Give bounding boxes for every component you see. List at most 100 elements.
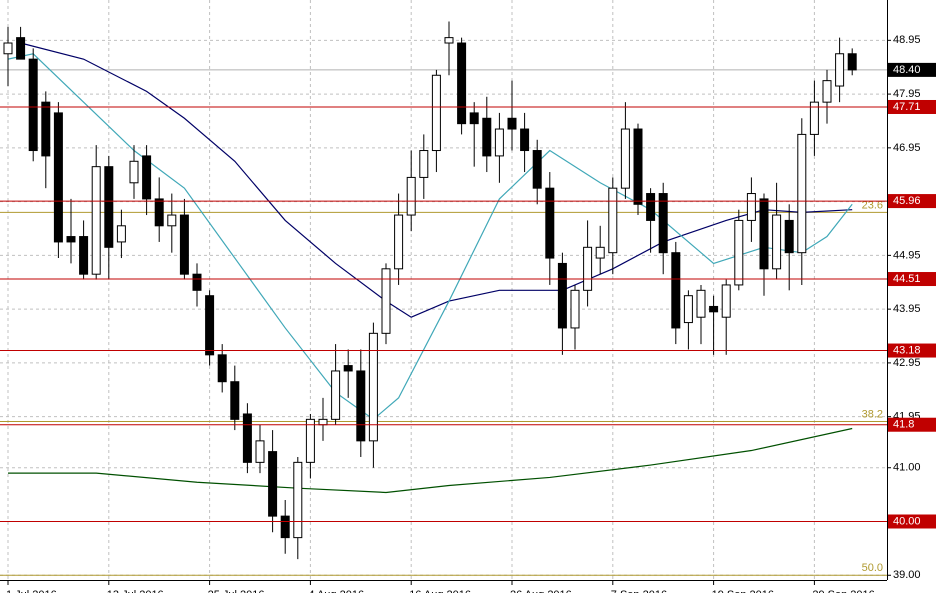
candle-body: [192, 273, 202, 291]
x-tick-label: 7 Sep 2016: [611, 589, 667, 593]
level-label: 41.8: [893, 419, 914, 431]
candle-body: [658, 193, 668, 254]
x-tick-label: 1 Jul 2016: [6, 589, 57, 593]
x-tick-label: 25 Jul 2016: [208, 589, 265, 593]
candle-body: [91, 166, 101, 275]
candle-body: [595, 246, 605, 259]
candle-body: [784, 219, 794, 254]
candle-body: [154, 198, 164, 227]
candle-body: [368, 332, 378, 442]
last-price-label: 48.40: [893, 64, 921, 76]
candle-body: [318, 418, 328, 426]
level-label: 43.18: [893, 344, 921, 356]
candle-body: [507, 117, 517, 130]
candle-body: [721, 284, 731, 318]
candle-body: [772, 214, 782, 270]
candle-body: [381, 268, 391, 334]
candle-body: [79, 236, 89, 275]
candle-body: [696, 289, 706, 318]
candle-body: [633, 128, 643, 205]
level-box: [888, 417, 936, 432]
fib-label: 23.6: [862, 199, 883, 211]
level-label: 40.00: [893, 515, 921, 527]
level-box: [888, 194, 936, 209]
candle-body: [457, 42, 467, 125]
candle-body: [444, 37, 454, 44]
candle-body: [217, 354, 227, 383]
fib-label: 38.2: [862, 408, 883, 420]
level-label: 45.96: [893, 195, 921, 207]
x-tick-label: 26 Aug 2016: [510, 589, 572, 593]
candle-body: [104, 166, 114, 248]
candle-body: [822, 80, 832, 103]
candle-body: [570, 289, 580, 329]
y-tick-label: 44.95: [893, 249, 921, 261]
y-tick-label: 39.00: [893, 569, 921, 581]
candle-body: [734, 219, 744, 286]
candle-body: [16, 37, 26, 60]
candle-body: [709, 305, 719, 313]
x-tick-label: 29 Sep 2016: [812, 589, 874, 593]
candle-body: [683, 295, 693, 324]
x-tick-label: 13 Jul 2016: [107, 589, 164, 593]
y-tick-label: 46.95: [893, 142, 921, 154]
candle-body: [331, 370, 341, 420]
candle-body: [356, 370, 366, 442]
candle-body: [671, 252, 681, 329]
candle-body: [532, 150, 542, 189]
candle-body: [205, 295, 215, 356]
x-tick-label: 16 Aug 2016: [409, 589, 471, 593]
candle-body: [809, 101, 819, 135]
candle-body: [583, 246, 593, 291]
level-box: [888, 272, 936, 287]
fib-label: 50.0: [862, 562, 883, 574]
candle-body: [305, 418, 315, 463]
y-tick-label: 42.95: [893, 357, 921, 369]
candle-body: [53, 112, 63, 243]
y-tick-label: 43.95: [893, 303, 921, 315]
level-label: 44.51: [893, 273, 921, 285]
candle-body: [394, 214, 404, 270]
candle-body: [179, 214, 189, 275]
y-tick-label: 47.95: [893, 88, 921, 100]
candle-body: [620, 128, 630, 189]
moving-average: [8, 427, 853, 494]
y-tick-label: 41.00: [893, 462, 921, 474]
candle-body: [280, 515, 290, 539]
last-price-box: [888, 62, 936, 77]
candle-body: [343, 365, 353, 372]
candle-body: [746, 193, 756, 221]
candle-body: [608, 187, 618, 254]
candle-body: [557, 262, 567, 329]
candle-body: [431, 74, 441, 152]
moving-average: [20, 42, 853, 318]
candle-body: [494, 128, 504, 157]
candle-body: [28, 58, 38, 152]
candle-body: [646, 193, 656, 221]
candle-body: [242, 413, 252, 463]
level-box: [888, 514, 936, 529]
candle-body: [230, 381, 240, 420]
x-tick-label: 19 Sep 2016: [712, 589, 774, 593]
candle-body: [847, 53, 857, 71]
candle-body: [759, 198, 769, 270]
candle-body: [167, 214, 177, 227]
candle-body: [66, 236, 76, 243]
level-box: [888, 343, 936, 358]
candle-body: [116, 225, 126, 243]
candle-body: [545, 187, 555, 259]
y-tick-label: 48.95: [893, 34, 921, 46]
candle-body: [41, 101, 51, 157]
candle-body: [520, 128, 530, 152]
candle-body: [482, 117, 492, 157]
candle-body: [293, 461, 303, 539]
candle-body: [797, 133, 807, 254]
level-box: [888, 99, 936, 114]
candle-body: [835, 53, 845, 87]
candle-body: [142, 155, 152, 200]
candle-body: [419, 150, 429, 178]
x-tick-label: 4 Aug 2016: [308, 589, 364, 593]
candle-body: [469, 112, 479, 125]
